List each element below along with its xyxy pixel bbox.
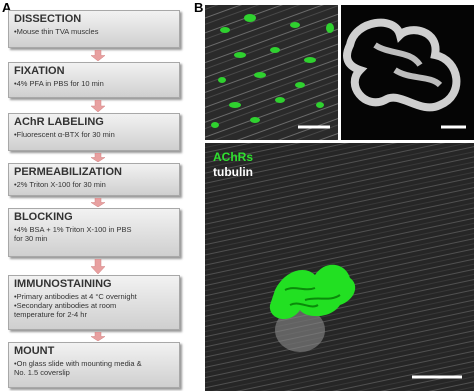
arrow	[91, 50, 105, 61]
step-text: temperature for 2-4 hr	[14, 310, 87, 319]
arrow	[91, 198, 105, 207]
step-box: FIXATION •4% PFA in PBS for 10 min	[8, 62, 180, 98]
step-title: PERMEABILIZATION	[14, 166, 122, 178]
step-title: IMMUNOSTAINING	[14, 278, 112, 290]
step-text: •On glass slide with mounting media &	[14, 359, 142, 368]
arrow	[91, 100, 105, 112]
arrow	[91, 153, 105, 162]
arrow	[91, 259, 105, 274]
legend-label: AChRs	[213, 150, 254, 164]
step-title: MOUNT	[14, 345, 55, 357]
step-box: IMMUNOSTAINING •Primary antibodies at 4 °…	[8, 275, 180, 330]
legend-label: tubulin	[213, 165, 253, 179]
step-box: BLOCKING •4% BSA + 1% Triton X-100 in PBS…	[8, 208, 180, 257]
step-title: FIXATION	[14, 65, 65, 77]
arrow	[91, 332, 105, 341]
step-text: No. 1.5 coverslip	[14, 368, 70, 377]
panel-label: B	[194, 0, 204, 15]
step-text: •Fluorescent α-BTX for 30 min	[14, 130, 115, 139]
step-text: •4% BSA + 1% Triton X-100 in PBS	[14, 225, 132, 234]
step-text: •Secondary antibodies at room	[14, 301, 117, 310]
step-text: •Primary antibodies at 4 °C overnight	[14, 292, 137, 301]
step-text: •2% Triton X-100 for 30 min	[14, 180, 106, 189]
step-title: DISSECTION	[14, 13, 82, 25]
step-text: •Mouse thin TVA muscles	[14, 27, 99, 36]
step-text: for 30 min	[14, 234, 48, 243]
panel-label: A	[2, 0, 12, 15]
step-title: AChR LABELING	[14, 116, 104, 128]
step-box: DISSECTION •Mouse thin TVA muscles	[8, 10, 180, 48]
step-box: AChR LABELING •Fluorescent α-BTX for 30 m…	[8, 113, 180, 151]
step-box: PERMEABILIZATION •2% Triton X-100 for 30 …	[8, 163, 180, 196]
step-title: BLOCKING	[14, 211, 73, 223]
step-box: MOUNT •On glass slide with mounting media…	[8, 342, 180, 388]
step-text: •4% PFA in PBS for 10 min	[14, 79, 104, 88]
